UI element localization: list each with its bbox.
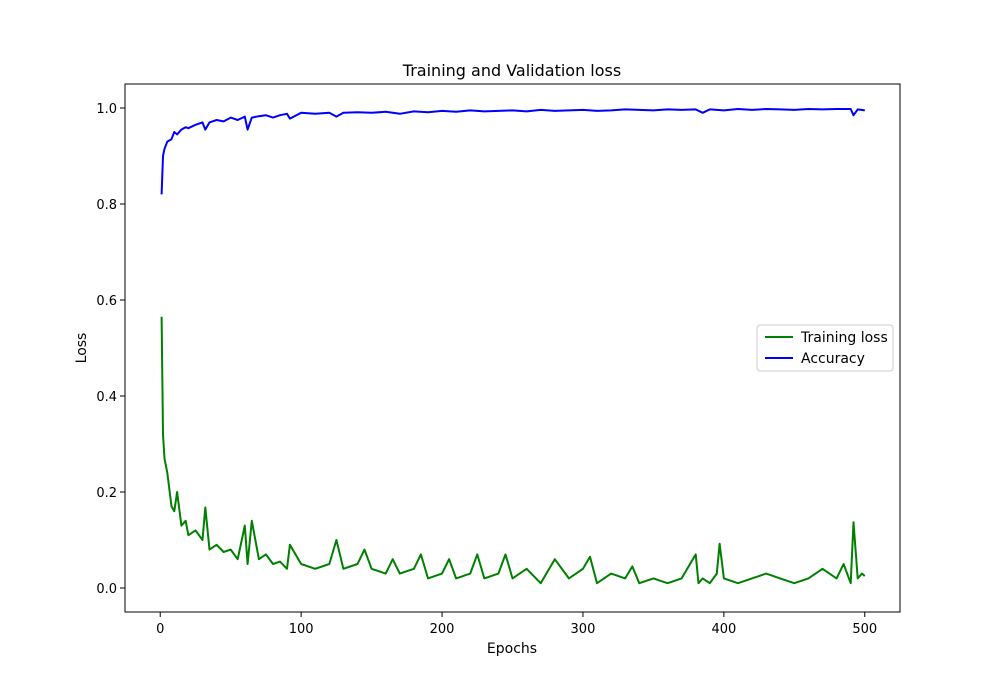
x-tick-label: 100 bbox=[289, 622, 314, 637]
y-axis-ticks: 0.0 0.2 0.4 0.6 0.8 1.0 bbox=[96, 102, 125, 597]
y-axis-label: Loss bbox=[74, 333, 90, 364]
x-tick-label: 0 bbox=[156, 622, 164, 637]
legend-label-accuracy: Accuracy bbox=[801, 351, 865, 367]
y-tick-label: 0.6 bbox=[96, 294, 117, 309]
x-tick-label: 300 bbox=[571, 622, 596, 637]
x-tick-label: 500 bbox=[852, 622, 877, 637]
x-tick-label: 400 bbox=[711, 622, 736, 637]
chart-title: Training and Validation loss bbox=[402, 61, 621, 80]
x-axis-ticks: 0 100 200 300 400 500 bbox=[156, 612, 877, 637]
axes-frame bbox=[124, 83, 901, 613]
series-line-training-loss bbox=[160, 316, 866, 585]
y-tick-label: 0.2 bbox=[96, 486, 117, 501]
series-line-accuracy bbox=[160, 108, 865, 195]
y-tick-label: 0.8 bbox=[96, 198, 117, 213]
legend: Training loss Accuracy bbox=[756, 324, 894, 372]
y-tick-label: 1.0 bbox=[96, 102, 117, 117]
y-tick-label: 0.4 bbox=[96, 390, 117, 405]
legend-label-training-loss: Training loss bbox=[800, 330, 888, 346]
x-tick-label: 200 bbox=[430, 622, 455, 637]
x-axis-label: Epochs bbox=[487, 641, 537, 657]
series-layer bbox=[160, 108, 866, 585]
y-tick-label: 0.0 bbox=[96, 582, 117, 597]
plot-area: 0 100 200 300 400 500 0.0 0.2 0.4 0.6 0.8 1.0 bbox=[96, 83, 901, 637]
